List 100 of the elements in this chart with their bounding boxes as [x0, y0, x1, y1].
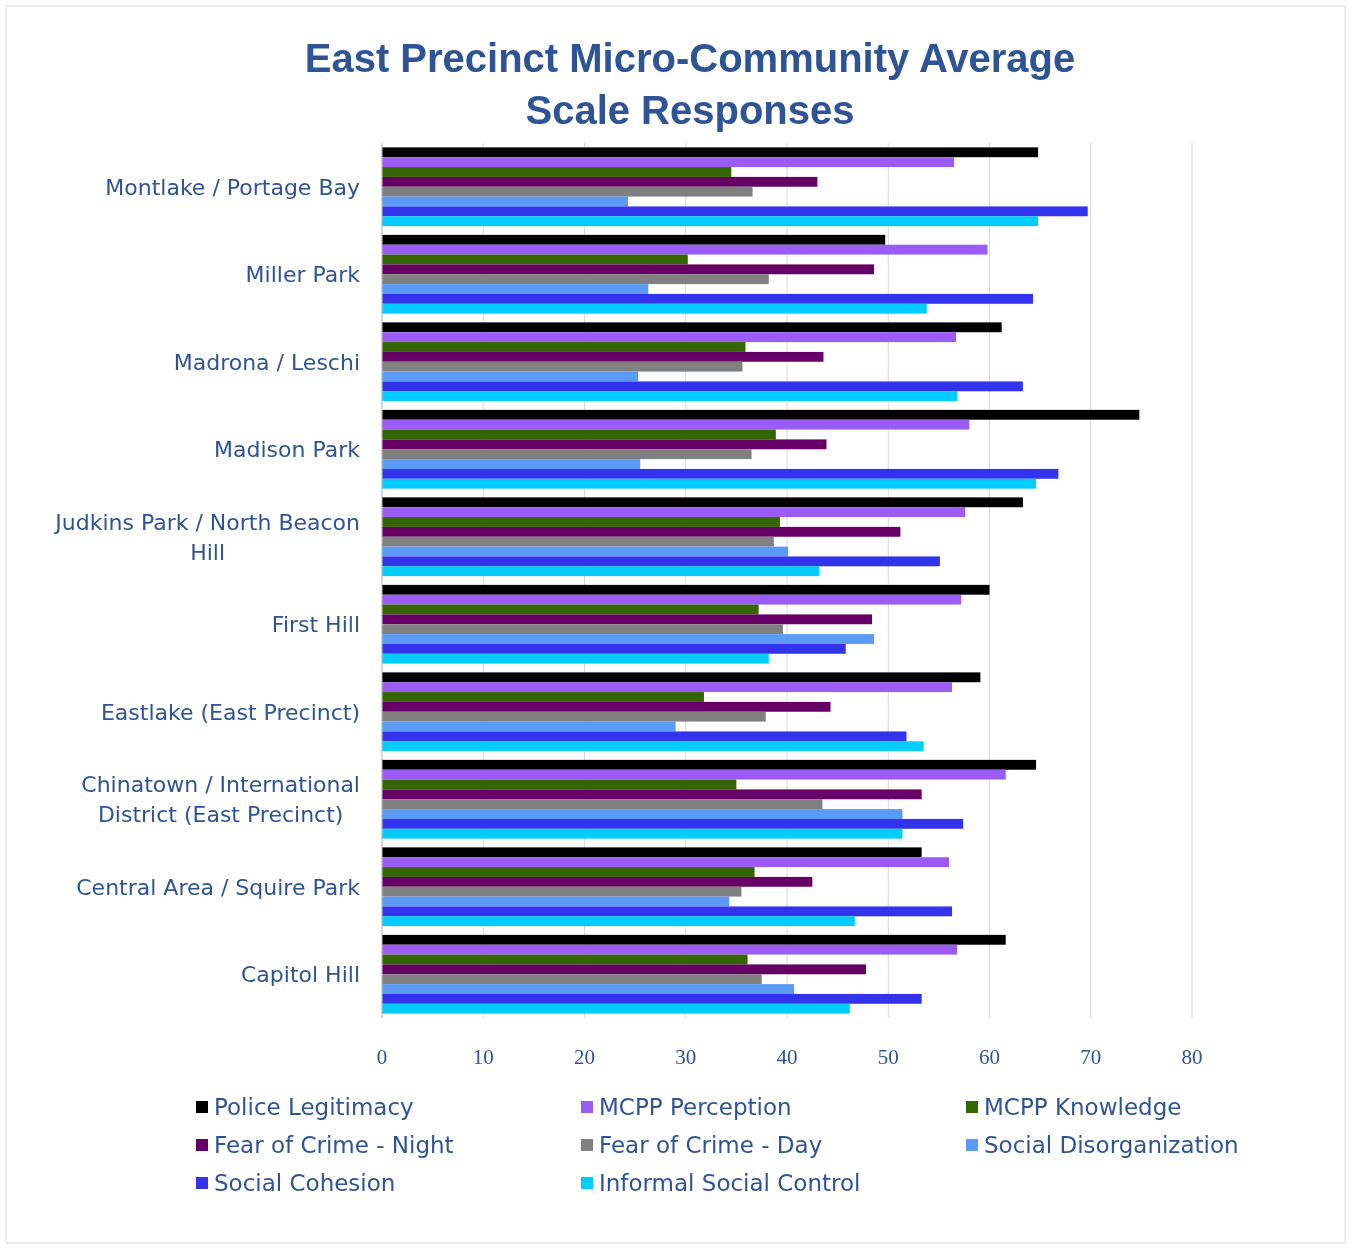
bar	[382, 244, 988, 255]
bar	[382, 176, 818, 187]
x-tick-label: 40	[776, 1045, 798, 1069]
bar	[382, 303, 927, 314]
bar	[382, 867, 755, 877]
bar	[382, 322, 1002, 333]
bar	[382, 254, 688, 265]
bar	[382, 721, 676, 732]
bar	[382, 507, 966, 518]
x-tick-label: 0	[376, 1045, 388, 1069]
bar	[382, 206, 1088, 217]
y-tick-label: Eastlake (East Precinct)	[100, 699, 360, 725]
bar	[382, 701, 831, 712]
bar	[382, 886, 742, 897]
bar	[382, 916, 855, 927]
bar	[382, 361, 743, 372]
bar	[382, 692, 704, 702]
bar	[382, 351, 824, 362]
bar	[382, 984, 795, 994]
y-tick-label: Capitol Hill	[241, 962, 360, 988]
x-tick-label: 80	[1181, 1045, 1203, 1069]
x-tick-label: 60	[979, 1045, 1000, 1069]
bar	[382, 449, 752, 460]
bar	[382, 614, 873, 625]
legend-label: Social Cohesion	[214, 1170, 396, 1196]
bar	[382, 381, 1023, 392]
bar	[382, 342, 746, 352]
x-tick-label: 70	[1080, 1045, 1102, 1069]
bar	[382, 196, 629, 207]
bar	[382, 779, 737, 790]
bar	[382, 604, 759, 615]
chart-title: East Precinct Micro-Community Average Scale Responses	[304, 36, 1076, 132]
bar	[382, 216, 1039, 227]
bar	[382, 468, 1059, 479]
legend-label: MCPP Knowledge	[984, 1094, 1182, 1120]
bar	[382, 759, 1037, 770]
legend-label: Social Disorganization	[984, 1132, 1239, 1158]
x-tick-label: 20	[574, 1045, 595, 1069]
bar	[382, 809, 903, 819]
bar	[382, 391, 958, 402]
bar	[382, 478, 1037, 489]
bar	[382, 847, 922, 858]
bar	[382, 546, 789, 557]
bar	[382, 264, 875, 275]
y-tick-label: Judkins Park / North Beacon Hill	[53, 509, 360, 565]
bar	[382, 419, 970, 430]
legend-label: Fear of Crime - Day	[599, 1132, 823, 1158]
bar	[382, 584, 990, 595]
legend-label: Police Legitimacy	[214, 1094, 414, 1120]
bar	[382, 624, 783, 635]
bar	[382, 682, 953, 693]
bar	[382, 409, 1140, 420]
bar	[382, 769, 1006, 780]
bar	[382, 167, 732, 177]
x-tick-label: 50	[877, 1045, 899, 1069]
y-tick-label: Chinatown / International District (East Precinct)	[81, 772, 360, 828]
y-tick-label: Central Area / Squire Park	[76, 874, 361, 900]
bar	[382, 906, 953, 917]
bar	[382, 896, 730, 907]
bar	[382, 459, 641, 469]
bar	[382, 643, 846, 654]
bar	[382, 964, 866, 975]
bar	[382, 517, 780, 527]
bar	[382, 634, 875, 644]
bar	[382, 876, 813, 887]
x-tick-label: 10	[472, 1045, 494, 1069]
bar	[382, 944, 958, 955]
bar	[382, 799, 823, 810]
bar	[382, 284, 649, 294]
bar	[382, 974, 762, 985]
bar	[382, 828, 903, 839]
bar	[382, 439, 827, 450]
bar	[382, 429, 776, 440]
bar	[382, 157, 955, 168]
bar	[382, 731, 907, 742]
bar	[382, 147, 1039, 158]
bar	[382, 274, 769, 285]
bar	[382, 1003, 850, 1014]
bar	[382, 536, 774, 547]
bar	[382, 497, 1023, 508]
bar	[382, 653, 769, 664]
y-tick-label: First Hill	[271, 612, 360, 638]
bar	[382, 234, 886, 245]
y-tick-label: Madison Park	[214, 437, 361, 463]
y-tick-label: Miller Park	[245, 262, 361, 288]
x-tick-label: 30	[675, 1045, 697, 1069]
bar	[382, 293, 1034, 304]
bar	[382, 566, 820, 577]
bar	[382, 711, 766, 722]
bar	[382, 857, 949, 868]
bar	[382, 818, 964, 829]
legend-label: MCPP Perception	[599, 1094, 792, 1120]
bar	[382, 186, 753, 197]
legend-label: Fear of Crime - Night	[214, 1132, 454, 1158]
bar	[382, 556, 940, 567]
bar	[382, 672, 981, 683]
bar	[382, 789, 922, 800]
bar	[382, 594, 962, 605]
y-tick-label: Madrona / Leschi	[173, 349, 360, 375]
bar	[382, 954, 748, 965]
